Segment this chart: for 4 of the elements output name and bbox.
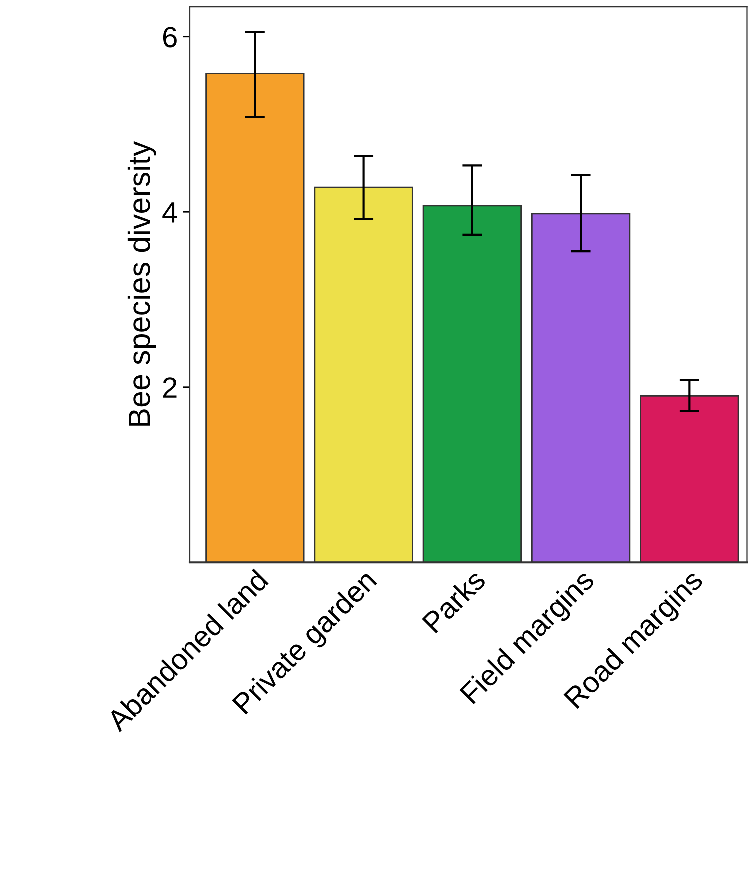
y-tick-label: 6 — [163, 27, 177, 48]
y-tick-label: 2 — [163, 378, 177, 398]
y-axis-title: Bee species diversity — [128, 141, 156, 426]
y-tick-label: 4 — [162, 202, 178, 223]
